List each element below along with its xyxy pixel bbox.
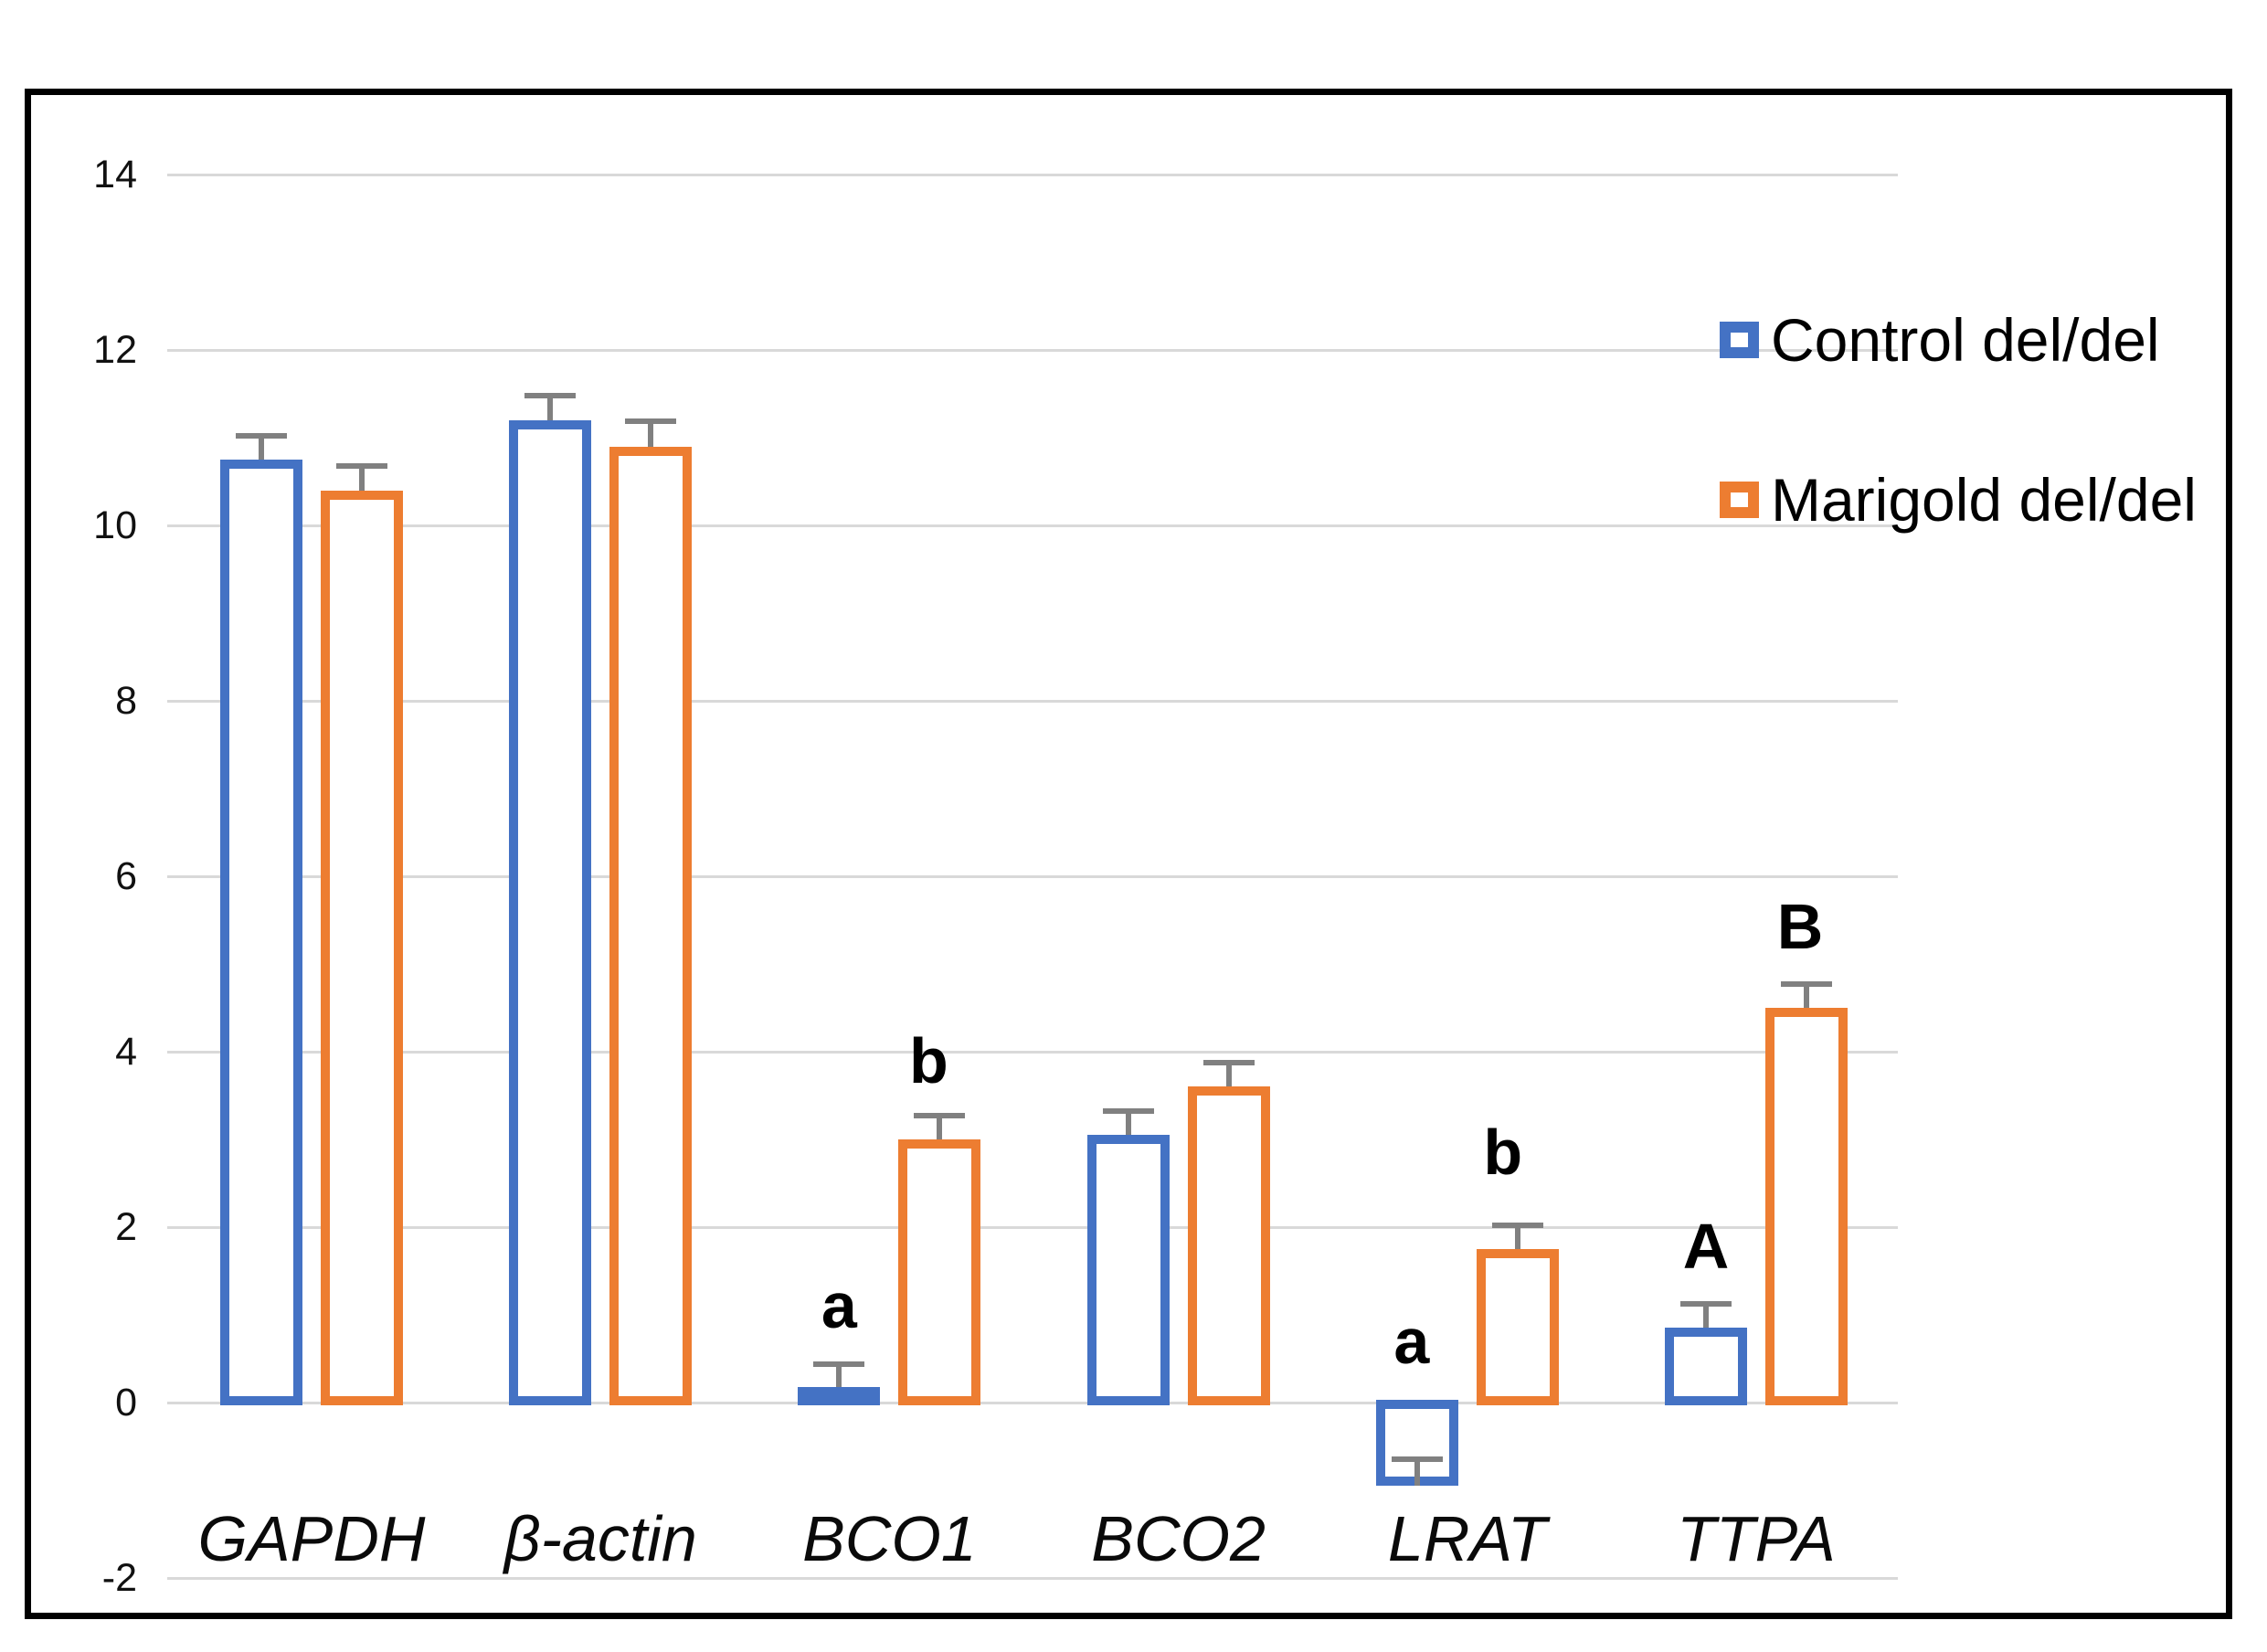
error-bar-stem [359,465,365,491]
bar-control-bco2 [1086,1135,1170,1405]
error-bar-cap [524,392,577,398]
error-bar-cap [236,433,287,439]
bar-marigold--actin [609,446,693,1405]
bar-control--actin [509,419,592,1405]
error-bar-cap [1202,1059,1255,1065]
error-bar-cap [1391,1456,1443,1463]
y-tick-label-2: 2 [115,1205,137,1249]
legend-swatch-control [1720,322,1759,358]
y-tick-label-10: 10 [93,503,137,547]
error-bar-cap [813,1361,865,1367]
error-bar-stem [1225,1062,1232,1087]
y-tick-label-14: 14 [93,153,137,196]
bar-marigold-bco1 [898,1139,981,1405]
error-bar-stem [1804,984,1809,1008]
error-bar-stem [937,1116,943,1139]
error-bar-cap [1102,1108,1154,1115]
y-tick-label-4: 4 [115,1030,137,1074]
legend-item-marigold: Marigold del/del [1720,468,2197,532]
gridline-2 [167,1225,1898,1229]
legend-label-control: Control del/del [1771,306,2160,374]
significance-letter-b: b [909,1024,948,1096]
significance-letter-b: b [1483,1117,1523,1189]
error-bar-cap [1680,1300,1732,1307]
gridline-6 [167,874,1898,878]
category-label-lrat: LRAT [1387,1503,1547,1574]
error-bar-cap [914,1113,966,1119]
legend-swatch-marigold [1720,482,1759,518]
gridline-0 [167,1401,1898,1404]
y-tick-label-12: 12 [93,328,137,372]
legend-label-marigold: Marigold del/del [1771,466,2197,534]
error-bar-stem [547,395,554,420]
bar-control-bco1 [798,1386,881,1405]
error-bar-stem [648,420,654,447]
significance-letter-a: a [1393,1305,1430,1377]
category-label-gapdh: GAPDH [197,1503,426,1574]
bar-control-gapdh [220,460,302,1405]
error-bar-stem [259,436,264,460]
gridline-8 [167,699,1898,703]
bar-control-ttpa [1665,1328,1747,1405]
legend-item-control: Control del/del [1720,308,2197,372]
gridline-4 [167,1050,1898,1054]
error-bar-cap [1491,1223,1543,1229]
error-bar-cap [1781,981,1832,988]
category-label-bco2: BCO2 [1091,1503,1266,1574]
significance-letter-a: a [821,1270,857,1342]
error-bar-stem [1703,1303,1709,1329]
chart-legend: Control del/del Marigold del/del [1720,308,2197,532]
y-tick-label-8: 8 [115,679,137,723]
bar-marigold-gapdh [321,490,403,1405]
error-bar-cap [336,462,387,469]
y-tick-label--2: -2 [101,1556,137,1600]
gridline-10 [167,524,1898,527]
error-bar-stem [1414,1459,1420,1487]
bar-marigold-bco2 [1187,1086,1270,1405]
error-bar-cap [625,418,677,424]
bar-marigold-ttpa [1765,1008,1848,1405]
y-tick-label-0: 0 [115,1381,137,1424]
significance-letter-A: A [1682,1211,1730,1283]
error-bar-stem [1125,1111,1131,1136]
gridline--2 [167,1576,1898,1580]
error-bar-stem [836,1363,842,1387]
error-bar-stem [1514,1225,1520,1249]
y-tick-label-6: 6 [115,854,137,898]
gridline-14 [167,173,1898,176]
category-label--actin: β-actin [503,1503,697,1574]
category-label-bco1: BCO1 [802,1503,977,1574]
category-label-ttpa: TTPA [1677,1503,1836,1574]
gridline-12 [167,348,1898,352]
bar-marigold-lrat [1476,1249,1559,1405]
significance-letter-B: B [1776,890,1824,962]
